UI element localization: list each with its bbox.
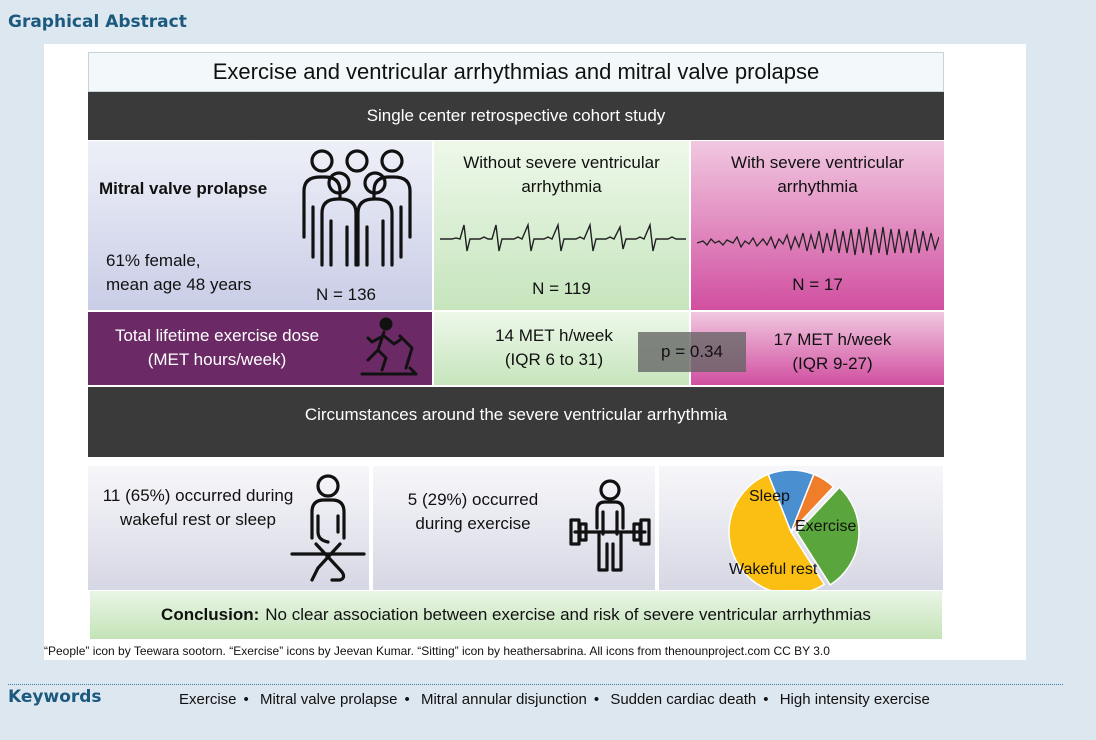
rest-cell: 11 (65%) occurred during wakeful rest or… <box>88 466 369 590</box>
section-divider <box>8 684 1063 685</box>
cohort-cell: Mitral valve prolapse 61% female, mean a… <box>88 141 432 310</box>
exposure-label-1: Total lifetime exercise dose <box>114 326 320 345</box>
rest-text-1: 11 (65%) occurred during <box>102 486 294 505</box>
keyword[interactable]: Mitral annular disjunction <box>420 691 587 708</box>
cohort-label: Mitral valve prolapse <box>99 179 268 198</box>
conclusion-text: No clear association between exercise an… <box>265 605 871 624</box>
pie-slice-exercise <box>796 486 860 586</box>
study-type-banner: Single center retrospective cohort study <box>88 92 944 140</box>
exercise-text-2: during exercise <box>415 514 531 533</box>
keywords-label: Keywords <box>8 687 102 707</box>
cohort-demographics-1: 61% female, <box>106 251 201 270</box>
group-without-label-1: Without severe ventricular <box>463 153 660 172</box>
arrhythmia-ecg-trace-icon <box>697 226 939 256</box>
weightlifter-icon <box>569 479 651 572</box>
group-without-cell: Without severe ventricular arrhythmia N … <box>434 141 689 310</box>
icon-attribution-note: “People” icon by Teewara sootorn. “Exerc… <box>44 644 830 658</box>
abstract-title: Exercise and ventricular arrhythmias and… <box>88 52 944 92</box>
keywords-list: Exercise • Mitral valve prolapse • Mitral … <box>179 691 930 708</box>
group-with-n: N = 17 <box>792 275 843 294</box>
conclusion-banner: Conclusion: No clear association between… <box>90 591 942 639</box>
bullet-separator: • <box>404 691 410 708</box>
exercise-text-1: 5 (29%) occurred <box>407 490 539 509</box>
normal-ecg-trace-icon <box>440 222 686 252</box>
sitting-person-icon <box>290 474 366 582</box>
exercise-cell: 5 (29%) occurred during exercise <box>373 466 655 590</box>
group-with-label-1: With severe ventricular <box>731 153 904 172</box>
keyword[interactable]: Mitral valve prolapse <box>259 691 398 708</box>
keyword[interactable]: High intensity exercise <box>779 691 930 708</box>
dose-without-cell: 14 MET h/week (IQR 6 to 31) <box>434 312 689 385</box>
dose-with-1: 17 MET h/week <box>773 330 892 349</box>
pie-label-exercise: Exercise <box>795 518 856 535</box>
p-value-badge: p = 0.34 <box>638 332 746 372</box>
conclusion-label: Conclusion: <box>161 605 260 624</box>
exposure-cell: Total lifetime exercise dose (MET hours/… <box>88 312 432 385</box>
circumstances-header: Circumstances around the severe ventricu… <box>88 387 944 457</box>
section-title: Graphical Abstract <box>8 12 187 32</box>
pie-slice-other <box>790 473 835 533</box>
keyword[interactable]: Exercise <box>179 691 237 708</box>
bullet-separator: • <box>243 691 249 708</box>
cohort-demographics-2: mean age 48 years <box>106 275 252 294</box>
group-without-label-2: arrhythmia <box>521 177 602 196</box>
group-with-label-2: arrhythmia <box>777 177 858 196</box>
dose-without-1: 14 MET h/week <box>495 326 613 345</box>
people-icon <box>302 149 412 267</box>
dose-without-2: (IQR 6 to 31) <box>504 350 604 369</box>
cohort-n: N = 136 <box>316 285 377 304</box>
treadmill-runner-icon <box>360 317 418 376</box>
keyword[interactable]: Sudden cardiac death <box>610 691 757 708</box>
pie-label-wakeful-rest: Wakeful rest <box>729 561 818 578</box>
dose-with-2: (IQR 9-27) <box>792 354 873 373</box>
bullet-separator: • <box>763 691 769 708</box>
group-with-cell: With severe ventricular arrhythmia N = 1… <box>691 141 944 310</box>
circumstances-pie-chart: Sleep Exercise Wakeful rest <box>728 469 860 590</box>
pie-label-sleep: Sleep <box>749 488 790 505</box>
pie-chart-cell: Sleep Exercise Wakeful rest <box>659 466 943 590</box>
pie-slice-wakeful-rest <box>728 473 826 590</box>
rest-text-2: wakeful rest or sleep <box>120 510 276 529</box>
group-without-n: N = 119 <box>532 279 591 298</box>
bullet-separator: • <box>593 691 600 708</box>
exposure-label-2: (MET hours/week) <box>147 350 287 369</box>
